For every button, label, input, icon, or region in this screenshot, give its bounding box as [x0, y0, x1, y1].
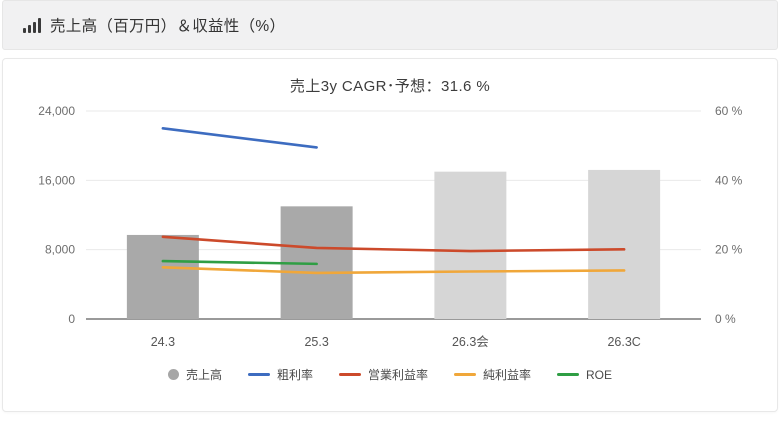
legend-label: 粗利率 — [276, 368, 313, 382]
legend-label: 営業利益率 — [367, 368, 428, 382]
legend-line-marker — [338, 373, 361, 376]
legend-label: 売上高 — [185, 368, 222, 382]
category-label: 26.3C — [607, 335, 640, 349]
left-axis-tick: 8,000 — [45, 243, 75, 257]
legend-item-ROE[interactable]: ROE — [557, 368, 612, 382]
line-ROE[interactable] — [161, 259, 318, 266]
chart-card: 売上3y CAGR･予想：31.6 % 24,000 60 % 16,000 40 %… — [2, 58, 778, 412]
left-axis-tick: 24,000 — [38, 104, 75, 118]
line-粗利率[interactable] — [161, 127, 318, 149]
left-axis-tick: 0 — [68, 312, 75, 326]
right-axis-tick: 0 % — [715, 312, 736, 326]
legend-item-純利益率[interactable]: 純利益率 — [454, 366, 531, 383]
right-axis-tick: 40 % — [715, 173, 743, 187]
legend-line-marker — [454, 373, 476, 376]
chart-title: 売上3y CAGR･予想：31.6 % — [289, 78, 491, 95]
legend-item-売上高[interactable]: 売上高 — [167, 366, 222, 383]
sales-bar-26.3C[interactable] — [588, 169, 661, 319]
panel-title: 売上高（百万円）＆収益性（%） — [50, 18, 286, 35]
legend-label: 純利益率 — [483, 368, 532, 382]
legend-label: ROE — [586, 367, 613, 382]
legend-item-粗利率[interactable]: 粗利率 — [247, 366, 313, 383]
combo-chart: 24,000 60 % 16,000 40 % 8,000 20 % 0 0 % 24.3 25.… — [38, 104, 743, 349]
category-label: 26.3会 — [452, 335, 489, 349]
right-axis-tick: 20 % — [715, 243, 743, 257]
right-axis-tick: 60 % — [715, 104, 743, 118]
bar-chart-icon — [23, 17, 41, 33]
left-axis-tick: 16,000 — [38, 173, 75, 187]
category-label: 25.3 — [304, 335, 328, 349]
line-純利益率[interactable] — [161, 266, 626, 275]
sales-bar-26.3会[interactable] — [434, 171, 507, 319]
legend-item-営業利益率[interactable]: 営業利益率 — [338, 366, 428, 383]
category-label: 24.3 — [151, 335, 175, 349]
legend-line-marker — [557, 373, 580, 376]
panel-header: 売上高（百万円）＆収益性（%） — [2, 0, 778, 50]
legend-line-marker — [247, 373, 270, 376]
line-営業利益率[interactable] — [161, 235, 626, 253]
legend-circle-marker — [167, 369, 179, 380]
sales-bar-24.3[interactable] — [126, 234, 199, 319]
chart-legend: 売上高 粗利率 営業利益率 純利益率 ROE — [3, 366, 777, 383]
